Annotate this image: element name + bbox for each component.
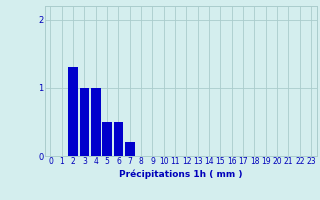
Bar (102, 122, 112, 156)
Bar (114, 122, 123, 156)
Bar (80, 88, 89, 156)
Bar (68, 67, 78, 156)
X-axis label: Précipitations 1h ( mm ): Précipitations 1h ( mm ) (119, 169, 243, 179)
Bar (91, 88, 100, 156)
Bar (125, 142, 135, 156)
